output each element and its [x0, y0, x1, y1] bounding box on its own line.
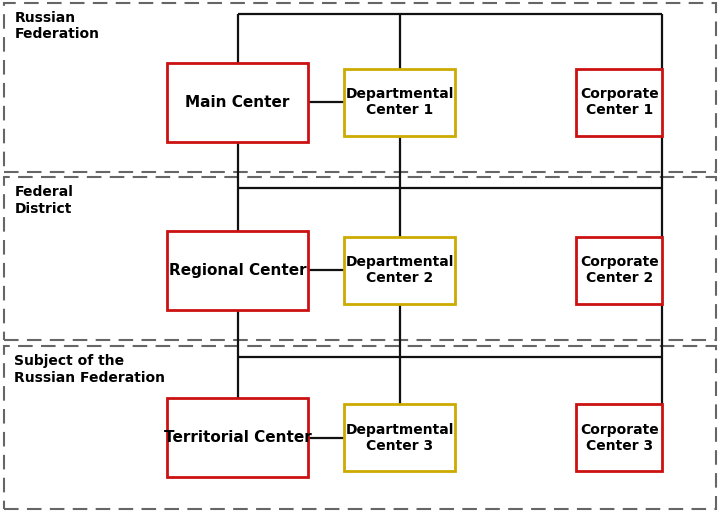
Text: Territorial Center: Territorial Center [163, 430, 312, 445]
Text: Departmental
Center 1: Departmental Center 1 [346, 88, 454, 117]
Text: Corporate
Center 1: Corporate Center 1 [580, 88, 659, 117]
FancyBboxPatch shape [344, 404, 456, 471]
Text: Russian
Federation: Russian Federation [14, 11, 99, 41]
FancyBboxPatch shape [344, 69, 456, 136]
Text: Corporate
Center 3: Corporate Center 3 [580, 423, 659, 453]
FancyBboxPatch shape [167, 398, 308, 477]
FancyBboxPatch shape [344, 237, 456, 304]
Text: Main Center: Main Center [186, 95, 289, 110]
FancyBboxPatch shape [576, 237, 662, 304]
Text: Subject of the
Russian Federation: Subject of the Russian Federation [14, 354, 166, 385]
Text: Corporate
Center 2: Corporate Center 2 [580, 255, 659, 285]
Text: Regional Center: Regional Center [168, 263, 307, 278]
FancyBboxPatch shape [576, 69, 662, 136]
FancyBboxPatch shape [576, 404, 662, 471]
Text: Departmental
Center 2: Departmental Center 2 [346, 255, 454, 285]
FancyBboxPatch shape [167, 62, 308, 142]
Text: Federal
District: Federal District [14, 185, 73, 216]
Text: Departmental
Center 3: Departmental Center 3 [346, 423, 454, 453]
FancyBboxPatch shape [167, 230, 308, 310]
